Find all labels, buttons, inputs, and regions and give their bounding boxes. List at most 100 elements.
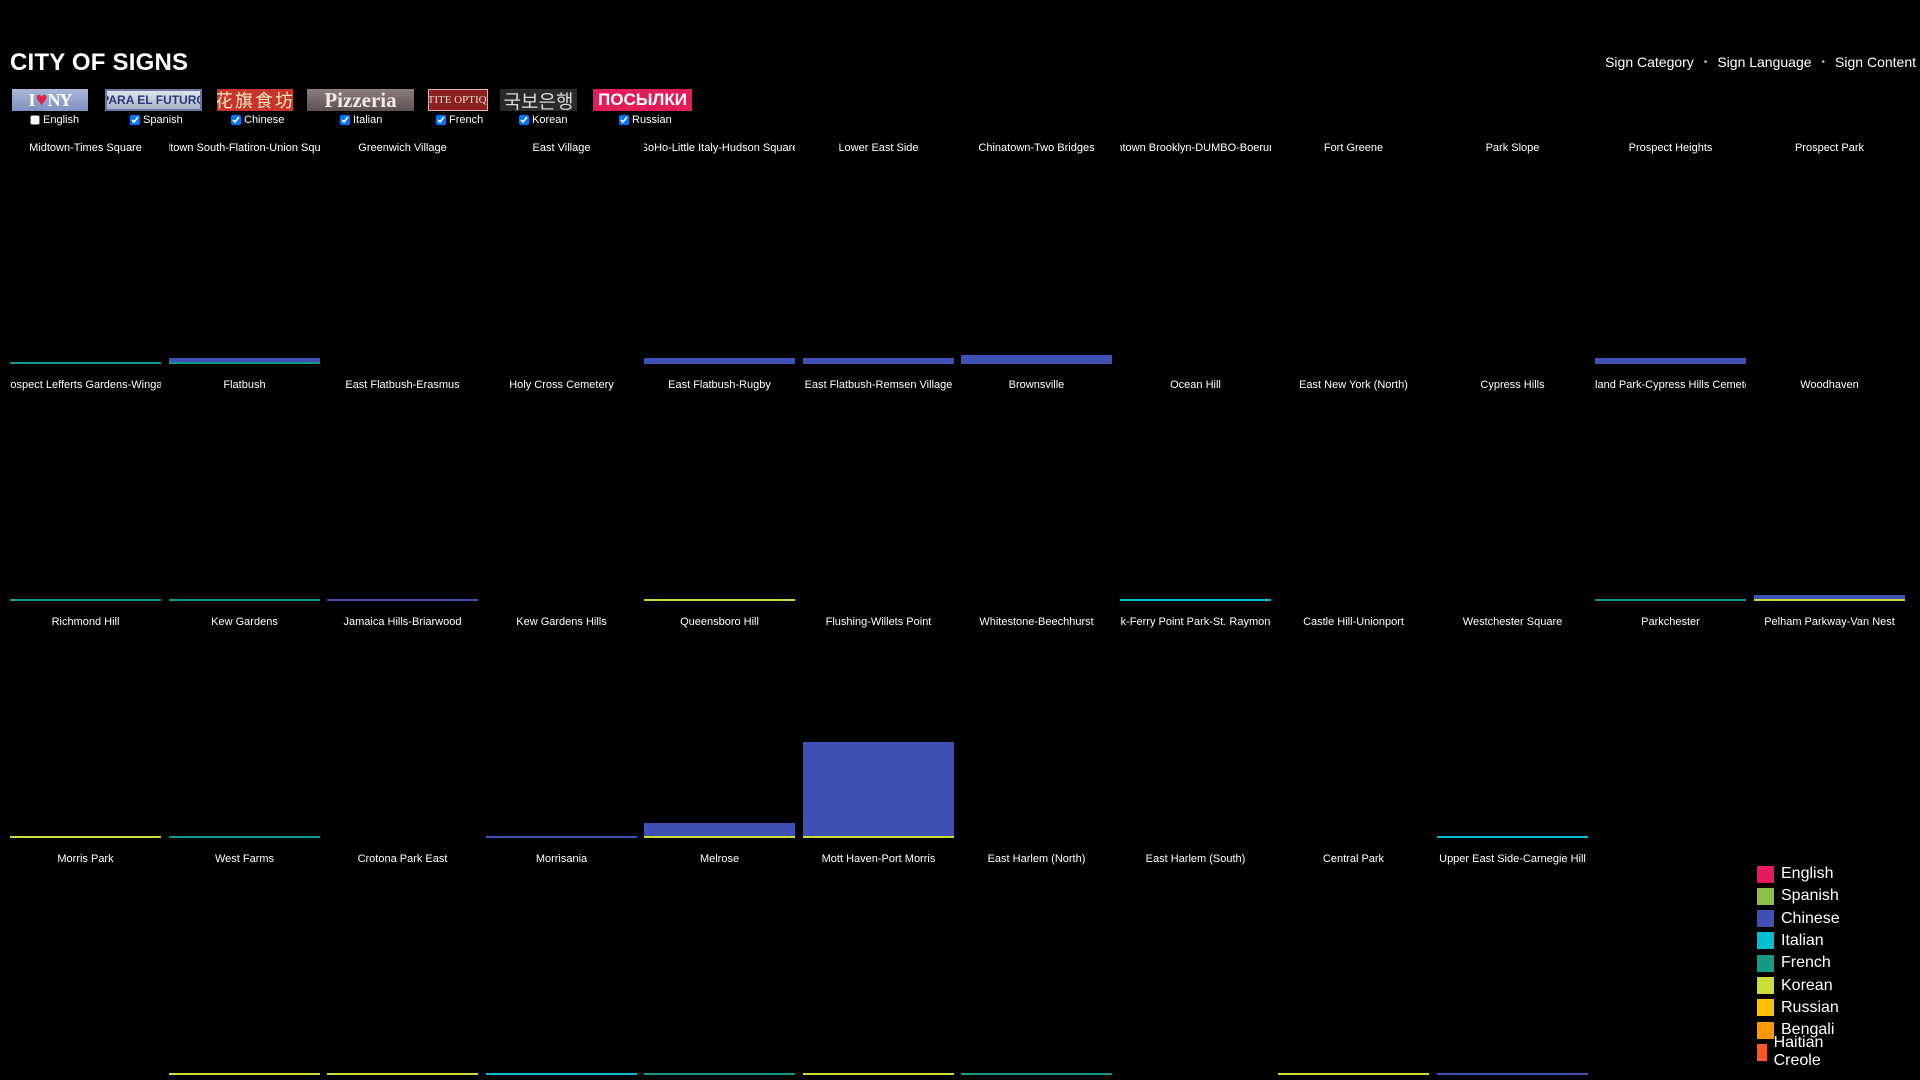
neighborhood-cell[interactable]: Whitestone-Beechhurst (961, 616, 1112, 840)
neighborhood-label-text: Upper East Side-Carnegie Hill (1439, 853, 1586, 865)
neighborhood-cell[interactable]: Richmond Hill (10, 616, 161, 840)
neighborhood-cell[interactable]: Greenwich Village (327, 142, 478, 366)
legend-label: Russian (1781, 998, 1839, 1016)
neighborhood-cell[interactable]: East Flatbush-Rugby (644, 379, 795, 603)
neighborhood-label: Woodhaven (1754, 379, 1905, 393)
neighborhood-label-text: Cypress Hills (1480, 379, 1545, 391)
neighborhood-cell[interactable]: Queensboro Hill (644, 616, 795, 840)
neighborhood-cell[interactable]: Jamaica Hills-Briarwood (327, 616, 478, 840)
neighborhood-cell[interactable]: Morris Park (10, 853, 161, 1077)
checkbox-spanish[interactable] (130, 114, 140, 125)
neighborhood-cell[interactable]: Prospect Heights (1595, 142, 1746, 366)
language-bar (644, 358, 795, 362)
legend-label: French (1781, 954, 1831, 972)
neighborhood-cell[interactable]: East New York (North) (1278, 379, 1429, 603)
para-el-futuro-sign-icon[interactable]: PARA EL FUTURO (105, 89, 202, 111)
checkbox-chinese[interactable] (231, 114, 241, 125)
neighborhood-cell[interactable]: Morrisania (486, 853, 637, 1077)
neighborhood-label-text: Kew Gardens Hills (516, 616, 607, 628)
neighborhood-cell[interactable]: Highland Park-Cypress Hills Cemeteries (1595, 379, 1746, 603)
neighborhood-cell[interactable]: East Harlem (North) (961, 853, 1112, 1077)
neighborhood-cell[interactable]: Downtown Brooklyn-DUMBO-Boerum Hill (1120, 142, 1271, 366)
chinese-restaurant-sign-icon[interactable]: 花旗食坊 (217, 89, 293, 111)
neighborhood-cell[interactable]: Midtown-Times Square (10, 142, 161, 366)
neighborhood-cell[interactable]: Holy Cross Cemetery (486, 379, 637, 603)
sign-text-i: I (28, 89, 36, 110)
neighborhood-cell[interactable]: Prospect Lefferts Gardens-Wingate (10, 379, 161, 603)
neighborhood-cell[interactable]: Chinatown-Two Bridges (961, 142, 1112, 366)
neighborhood-cell[interactable]: Melrose (644, 853, 795, 1077)
checkbox-italian[interactable] (340, 114, 350, 125)
neighborhood-cell[interactable]: Westchester Square (1437, 616, 1588, 840)
checkbox-korean[interactable] (519, 114, 529, 125)
neighborhood-cell[interactable]: Woodhaven (1754, 379, 1905, 603)
neighborhood-cell[interactable]: East Flatbush-Erasmus (327, 379, 478, 603)
filter-label-text: Chinese (244, 113, 285, 126)
neighborhood-label: Prospect Park (1754, 142, 1905, 156)
neighborhood-cell[interactable]: Flushing-Willets Point (803, 616, 954, 840)
legend-swatch (1757, 1021, 1774, 1039)
neighborhood-label-text: Holy Cross Cemetery (509, 379, 614, 391)
checkbox-russian[interactable] (619, 114, 629, 125)
neighborhood-label: Pelham Parkway-Van Nest (1754, 616, 1905, 630)
neighborhood-cell[interactable]: Cypress Hills (1437, 379, 1588, 603)
filter-label-french[interactable]: French (436, 113, 483, 126)
neighborhood-cell[interactable]: Throgs Neck-Ferry Point Park-St. Raymond… (1120, 616, 1271, 840)
neighborhood-cell[interactable]: Fort Greene (1278, 142, 1429, 366)
neighborhood-cell[interactable]: Lower East Side (803, 142, 954, 366)
neighborhood-label: Prospect Lefferts Gardens-Wingate (10, 379, 161, 393)
neighborhood-cell[interactable]: East Harlem (South) (1120, 853, 1271, 1077)
neighborhood-cell[interactable]: Flatbush (169, 379, 320, 603)
checkbox-french[interactable] (436, 114, 446, 125)
filter-label-chinese[interactable]: Chinese (231, 113, 284, 126)
petite-optique-sign-icon[interactable]: PETITE OPTIQUE (428, 89, 488, 111)
language-bar (1754, 595, 1905, 599)
legend-label: Spanish (1781, 887, 1839, 905)
filter-label-italian[interactable]: Italian (340, 113, 382, 126)
posylki-sign-icon[interactable]: ПОСЫЛКИ (593, 89, 692, 111)
neighborhood-label: Queensboro Hill (644, 616, 795, 630)
language-bar (1595, 358, 1746, 362)
filter-label-spanish[interactable]: Spanish (130, 113, 183, 126)
neighborhood-cell[interactable]: SoHo-Little Italy-Hudson Square (644, 142, 795, 366)
baseline-line (169, 362, 320, 364)
neighborhood-cell[interactable]: Park Slope (1437, 142, 1588, 366)
neighborhood-cell[interactable]: Prospect Park (1754, 142, 1905, 366)
baseline-line (327, 1073, 478, 1075)
baseline-line (644, 1073, 795, 1075)
pizzeria-sign-icon[interactable]: Pizzeria (307, 89, 414, 111)
neighborhood-cell[interactable]: Brownsville (961, 379, 1112, 603)
filter-label-english[interactable]: English (30, 113, 79, 126)
nav-sign-content[interactable]: Sign Content (1835, 54, 1916, 70)
neighborhood-cell[interactable]: Ocean Hill (1120, 379, 1271, 603)
neighborhood-cell[interactable]: Crotona Park East (327, 853, 478, 1077)
nav-sign-category[interactable]: Sign Category (1605, 54, 1694, 70)
neighborhood-label: East Flatbush-Erasmus (327, 379, 478, 393)
neighborhood-cell[interactable]: Central Park (1278, 853, 1429, 1077)
checkbox-english[interactable] (30, 114, 40, 125)
neighborhood-cell[interactable]: Midtown South-Flatiron-Union Square (169, 142, 320, 366)
neighborhood-cell[interactable]: Mott Haven-Port Morris (803, 853, 954, 1077)
language-bar (961, 355, 1112, 362)
neighborhood-label: Greenwich Village (327, 142, 478, 156)
neighborhood-cell[interactable]: West Farms (169, 853, 320, 1077)
neighborhood-cell[interactable]: Pelham Parkway-Van Nest (1754, 616, 1905, 840)
neighborhood-label-text: Prospect Lefferts Gardens-Wingate (10, 379, 161, 391)
neighborhood-label-text: East Harlem (South) (1145, 853, 1246, 865)
neighborhood-cell[interactable]: East Village (486, 142, 637, 366)
neighborhood-cell[interactable]: Kew Gardens (169, 616, 320, 840)
neighborhood-label: Central Park (1278, 853, 1429, 867)
i-love-ny-sign-icon[interactable]: I ♥ NY (12, 89, 88, 111)
filter-label-korean[interactable]: Korean (519, 113, 567, 126)
neighborhood-cell[interactable]: East Flatbush-Remsen Village (803, 379, 954, 603)
neighborhood-label-text: East Harlem (North) (987, 853, 1086, 865)
filter-label-russian[interactable]: Russian (619, 113, 672, 126)
neighborhood-cell[interactable]: Upper East Side-Carnegie Hill (1437, 853, 1588, 1077)
neighborhood-cell[interactable]: Parkchester (1595, 616, 1746, 840)
korean-bank-sign-icon[interactable]: 국보은행 (500, 89, 577, 111)
neighborhood-label: East New York (North) (1278, 379, 1429, 393)
neighborhood-cell[interactable]: Castle Hill-Unionport (1278, 616, 1429, 840)
neighborhood-label: Ocean Hill (1120, 379, 1271, 393)
nav-sign-language[interactable]: Sign Language (1717, 54, 1812, 70)
neighborhood-cell[interactable]: Kew Gardens Hills (486, 616, 637, 840)
